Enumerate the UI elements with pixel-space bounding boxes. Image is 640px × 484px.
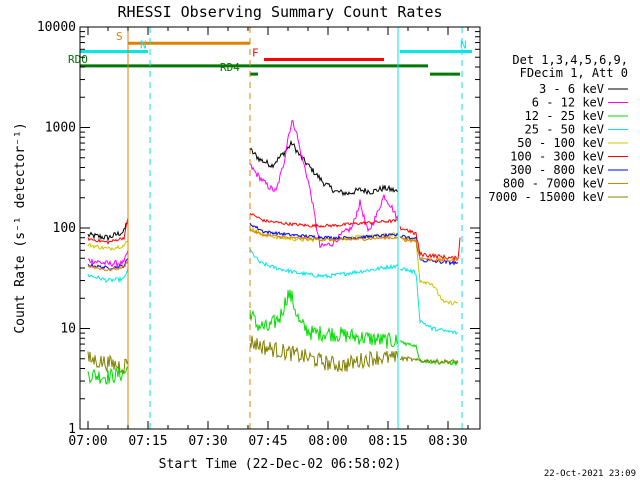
series-800-7000-kev-post-gap xyxy=(249,229,399,243)
series-7000-15000-kev-pre-gap xyxy=(87,351,129,375)
series-25-50-kev-pre-gap xyxy=(87,267,129,284)
x-tick-label-07-30: 07:30 xyxy=(188,434,227,449)
series-12-25-kev-pre-gap xyxy=(87,366,129,386)
series-12-25-kev-post-gap xyxy=(249,289,399,349)
tail-series-7 xyxy=(399,355,459,365)
tail-series-4 xyxy=(399,236,459,264)
plot-layer: S N N F RDO RD4 1 10 100 1000 10000 07:00 07:15 07:30… xyxy=(37,20,481,449)
x-tick-label-08-00: 08:00 xyxy=(308,434,347,449)
x-tick-label-08-30: 08:30 xyxy=(428,434,467,449)
series-3-6-kev-post-gap xyxy=(249,139,399,197)
tail-series-5 xyxy=(399,266,459,336)
tail-series-1 xyxy=(399,225,461,262)
legend-label-50-100-kev: 50 - 100 keV xyxy=(517,136,604,150)
legend-label-3-6-kev: 3 - 6 keV xyxy=(539,82,604,96)
flag-label-s: S xyxy=(116,30,123,43)
legend-label-800-7000-kev: 800 - 7000 keV xyxy=(503,177,604,191)
flag-label-f: F xyxy=(252,46,259,59)
series-6-12-kev-post-gap xyxy=(250,119,399,249)
legend-label-25-50-kev: 25 - 50 keV xyxy=(525,123,604,137)
legend-label-100-300-kev: 100 - 300 keV xyxy=(510,150,604,164)
series-800-7000-kev-pre-gap xyxy=(87,259,129,272)
series-6-12-kev-pre-gap xyxy=(87,250,129,268)
legend-header-line-1: Det 1,3,4,5,6,9, xyxy=(512,53,628,67)
series-300-800-kev-pre-gap xyxy=(87,257,129,270)
series-100-300-kev-post-gap xyxy=(249,212,399,229)
series-50-100-kev-pre-gap xyxy=(87,240,129,252)
flag-label-rd4: RD4 xyxy=(220,61,240,74)
legend-label-12-25-kev: 12 - 25 keV xyxy=(525,109,604,123)
legend-label-300-800-kev: 300 - 800 keV xyxy=(510,163,604,177)
y-tick-label-1000: 1000 xyxy=(45,121,76,136)
flag-label-n: N xyxy=(140,39,147,52)
flag-label-rdo: RDO xyxy=(68,53,88,66)
series-7000-15000-kev-post-gap xyxy=(249,335,399,373)
y-tick-label-100: 100 xyxy=(53,221,76,236)
legend-label-6-12-kev: 6 - 12 keV xyxy=(532,96,604,110)
x-tick-label-07-00: 07:00 xyxy=(68,434,107,449)
chart-title: RHESSI Observing Summary Count Rates xyxy=(117,3,442,21)
series-25-50-kev-post-gap xyxy=(249,248,399,279)
y-tick-label-10: 10 xyxy=(60,322,76,337)
y-tick-label-10000: 10000 xyxy=(37,20,76,35)
x-tick-label-07-15: 07:15 xyxy=(128,434,167,449)
y-axis-label: Count Rate (s⁻¹ detector⁻¹) xyxy=(13,122,28,333)
x-tick-label-08-15: 08:15 xyxy=(368,434,407,449)
legend-label-7000-15000-kev: 7000 - 15000 keV xyxy=(488,190,604,204)
y-tick-label-1: 1 xyxy=(68,422,76,437)
series-100-300-kev-pre-gap xyxy=(87,218,129,245)
flag-label-n: N xyxy=(460,39,467,52)
plot-clip-group xyxy=(80,27,472,429)
series-300-800-kev-post-gap xyxy=(249,222,399,241)
x-axis-label: Start Time (22-Dec-02 06:58:02) xyxy=(159,457,402,472)
series-3-6-kev-pre-gap xyxy=(87,218,129,242)
x-tick-label-07-45: 07:45 xyxy=(248,434,287,449)
generated-timestamp: 22-Oct-2021 23:09 xyxy=(544,469,636,479)
legend-header-line-2: FDecim 1, Att 0 xyxy=(520,66,628,80)
